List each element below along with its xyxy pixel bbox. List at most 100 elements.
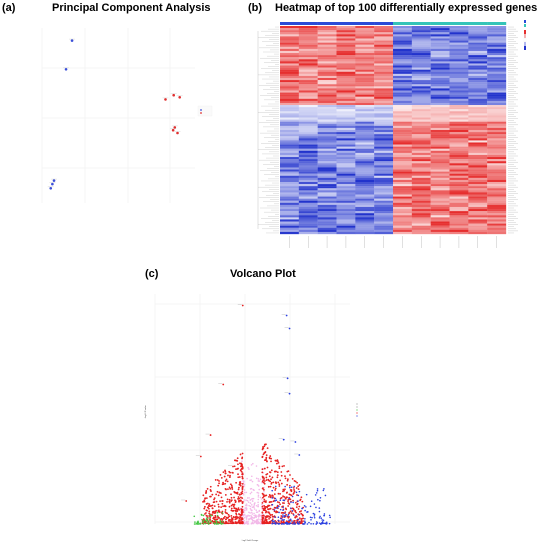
volcano-point: [323, 514, 326, 517]
volcano-point: [235, 512, 238, 515]
volcano-point: [238, 476, 241, 478]
volcano-point: [228, 498, 231, 501]
volcano-point: [282, 514, 284, 516]
heatmap-cell: [430, 71, 450, 74]
volcano-point: [263, 522, 265, 525]
heatmap-cell: [374, 40, 394, 43]
heatmap-cell: [411, 192, 431, 195]
heatmap-cell: [449, 194, 469, 197]
volcano-point: [221, 510, 224, 513]
volcano-point: [295, 491, 298, 494]
heatmap-cell: [374, 169, 394, 172]
heatmap-group-cell: [355, 22, 375, 25]
heatmap-cell: [280, 80, 299, 83]
heatmap-cell: [468, 219, 488, 222]
volcano-point: [310, 500, 313, 503]
heatmap-cell: [430, 63, 450, 66]
volcano-point: [260, 498, 263, 500]
heatmap-cell: [393, 144, 412, 147]
heatmap-cell: [487, 221, 507, 224]
heatmap-cell: [487, 134, 507, 137]
heatmap-cell: [393, 194, 412, 197]
volcano-point: [251, 509, 253, 512]
volcano-point: [292, 493, 295, 495]
heatmap-cell: [393, 96, 412, 99]
volcano-point: [264, 501, 267, 504]
heatmap-cell: [411, 127, 431, 131]
volcano-point: [237, 463, 239, 466]
volcano-point: [237, 476, 240, 479]
heatmap-cell: [449, 36, 469, 39]
heatmap-cell: [336, 150, 356, 154]
heatmap-cell: [487, 177, 507, 181]
pca-legend: [197, 105, 213, 117]
heatmap-cell: [355, 231, 375, 235]
heatmap-cell: [317, 231, 337, 235]
heatmap-cell: [374, 194, 394, 197]
volcano-chart: -Log10 P-value Log2 Fold Change: [145, 294, 388, 542]
heatmap-cell: [393, 84, 412, 87]
heatmap-cell: [449, 38, 469, 41]
heatmap-cell: [393, 184, 412, 187]
volcano-point: [253, 520, 255, 522]
heatmap-cell: [280, 144, 299, 147]
heatmap-cell: [411, 229, 431, 233]
heatmap-cell: [355, 138, 375, 141]
volcano-point: [289, 518, 292, 521]
heatmap-cell: [355, 154, 375, 158]
volcano-point: [290, 512, 293, 514]
volcano-point: [283, 502, 285, 505]
heatmap-cell: [468, 144, 488, 147]
heatmap-cell: [487, 94, 507, 97]
heatmap-cell: [411, 146, 431, 149]
heatmap-cell: [393, 221, 412, 224]
volcano-point: [258, 488, 261, 491]
heatmap-cell: [298, 63, 318, 66]
volcano-point: [243, 483, 246, 486]
heatmap-cell: [487, 169, 507, 172]
heatmap-cell: [355, 115, 375, 118]
heatmap-cell: [280, 134, 299, 137]
volcano-point: [282, 499, 285, 501]
heatmap-cell: [336, 219, 356, 222]
heatmap-cell: [336, 221, 356, 224]
pca-gridlines: [41, 28, 195, 203]
volcano-point: [217, 523, 219, 525]
heatmap-cell: [374, 140, 394, 143]
volcano-point: [261, 471, 264, 474]
heatmap-cell: [336, 125, 356, 129]
volcano-point: [302, 523, 304, 525]
volcano-point: [209, 519, 211, 522]
volcano-point: [284, 485, 286, 488]
heatmap-cell: [336, 61, 356, 64]
heatmap-cell: [317, 200, 337, 203]
heatmap-cell: [393, 231, 412, 235]
volcano-point: [229, 474, 231, 477]
heatmap-cell: [317, 57, 337, 60]
volcano-point: [328, 522, 331, 525]
volcano-point: [297, 508, 300, 510]
volcano-point: [261, 487, 264, 490]
heatmap-cell: [298, 55, 318, 58]
heatmap-cell: [411, 173, 431, 176]
heatmap-cell: [449, 177, 469, 181]
heatmap-cell: [449, 192, 469, 195]
heatmap-cell: [336, 123, 356, 126]
heatmap-cell: [336, 28, 356, 31]
heatmap-cell: [430, 82, 450, 85]
volcano-point: [320, 517, 323, 519]
volcano-y-axis-label: -Log10 P-value: [145, 404, 147, 418]
heatmap-cell: [317, 177, 337, 181]
heatmap-cell: [355, 69, 375, 72]
heatmap-cell: [411, 206, 431, 210]
heatmap-cell: [430, 125, 450, 129]
volcano-point: [264, 519, 267, 522]
heatmap-cell: [487, 225, 507, 228]
heatmap-cell: [487, 40, 507, 43]
heatmap-cell: [317, 67, 337, 70]
heatmap-cell: [487, 217, 507, 220]
heatmap-cell: [317, 132, 337, 135]
volcano-point: [292, 499, 294, 502]
heatmap-cell: [280, 194, 299, 197]
heatmap-cell: [336, 209, 356, 212]
